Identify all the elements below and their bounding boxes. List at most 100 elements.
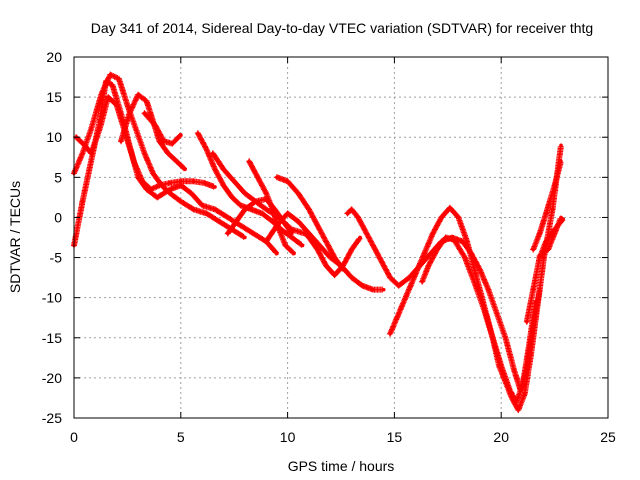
series-trace-5 [141, 110, 183, 147]
data-point [264, 239, 269, 244]
data-point [527, 344, 531, 348]
data-point [155, 195, 160, 200]
data-point [202, 181, 207, 185]
axis-ticks: 0 5 10 15 20 25 -25 -20 -15 -10 -5 0 5 10 15 20 [42, 49, 616, 445]
data-point [97, 127, 102, 131]
data-point [525, 319, 529, 324]
data-point [249, 207, 254, 212]
data-point [349, 275, 354, 280]
data-point [140, 179, 145, 184]
data-point [136, 92, 140, 97]
data-point [264, 191, 269, 196]
data-point [151, 171, 155, 176]
data-point [358, 235, 363, 240]
data-point [196, 131, 200, 136]
data-point [243, 191, 247, 196]
data-point [407, 275, 412, 280]
data-point [204, 147, 209, 152]
series-markers [419, 234, 539, 405]
x-tick-label: 20 [493, 429, 509, 445]
data-point [307, 231, 311, 236]
x-axis-label: GPS time / hours [288, 458, 395, 474]
data-point [473, 271, 478, 276]
data-point [531, 287, 536, 292]
series-trace-17 [530, 159, 564, 253]
data-point [127, 111, 132, 115]
data-point [283, 243, 288, 248]
x-tick-label: 0 [70, 429, 78, 445]
series-markers [246, 158, 296, 256]
data-point [275, 251, 279, 256]
x-tick-label: 5 [177, 429, 185, 445]
data-point [544, 239, 548, 244]
data-point [422, 251, 427, 256]
series-markers [263, 210, 386, 293]
data-point [174, 159, 179, 164]
y-tick-label: -10 [42, 290, 62, 306]
data-point [142, 111, 147, 115]
y-tick-label: -20 [42, 370, 62, 386]
data-point [132, 159, 136, 164]
data-point [360, 283, 365, 288]
data-point [482, 307, 486, 312]
data-point [80, 199, 85, 204]
data-point [362, 227, 367, 232]
data-point [495, 311, 499, 316]
series-trace-15 [419, 234, 539, 405]
data-point [452, 238, 457, 242]
data-point [499, 364, 504, 368]
data-point [277, 227, 281, 232]
data-point [559, 159, 563, 164]
data-point [486, 287, 491, 292]
data-point [157, 183, 162, 188]
data-point [189, 191, 194, 196]
x-tick-label: 10 [280, 429, 296, 445]
data-point [405, 291, 410, 296]
data-point [117, 76, 121, 81]
data-point [179, 179, 183, 184]
x-tick-label: 15 [387, 429, 403, 445]
data-point [546, 247, 550, 252]
data-point [221, 183, 226, 188]
data-point [82, 143, 87, 148]
data-point [300, 243, 305, 248]
data-point [243, 235, 247, 240]
data-point [106, 95, 110, 99]
data-point [349, 247, 354, 252]
data-point [275, 223, 279, 228]
data-point [315, 223, 320, 228]
data-point [460, 239, 465, 244]
y-tick-label: -5 [50, 250, 63, 266]
data-point [490, 335, 495, 340]
data-point [559, 143, 563, 148]
data-point [324, 263, 328, 268]
data-point [179, 133, 183, 137]
data-point [144, 99, 149, 103]
data-point [166, 151, 170, 156]
data-point [324, 239, 328, 244]
data-point [238, 223, 243, 228]
data-point [142, 151, 147, 156]
data-point [315, 247, 320, 252]
data-layer [71, 71, 566, 413]
y-tick-label: -15 [42, 330, 62, 346]
data-point [341, 263, 345, 268]
data-point [225, 231, 230, 236]
data-point [544, 211, 548, 216]
data-point [473, 283, 478, 288]
data-point [379, 259, 384, 264]
data-point [463, 255, 467, 260]
data-point [153, 123, 157, 127]
data-point [552, 231, 557, 236]
data-point [345, 211, 350, 216]
y-tick-label: -25 [42, 410, 62, 426]
data-point [503, 335, 508, 340]
data-point [356, 215, 360, 220]
data-point [396, 283, 401, 288]
data-point [413, 271, 418, 276]
data-point [225, 215, 230, 220]
data-point [217, 219, 222, 224]
data-point [285, 211, 290, 216]
data-point [317, 243, 322, 248]
series-trace-13 [344, 206, 543, 393]
